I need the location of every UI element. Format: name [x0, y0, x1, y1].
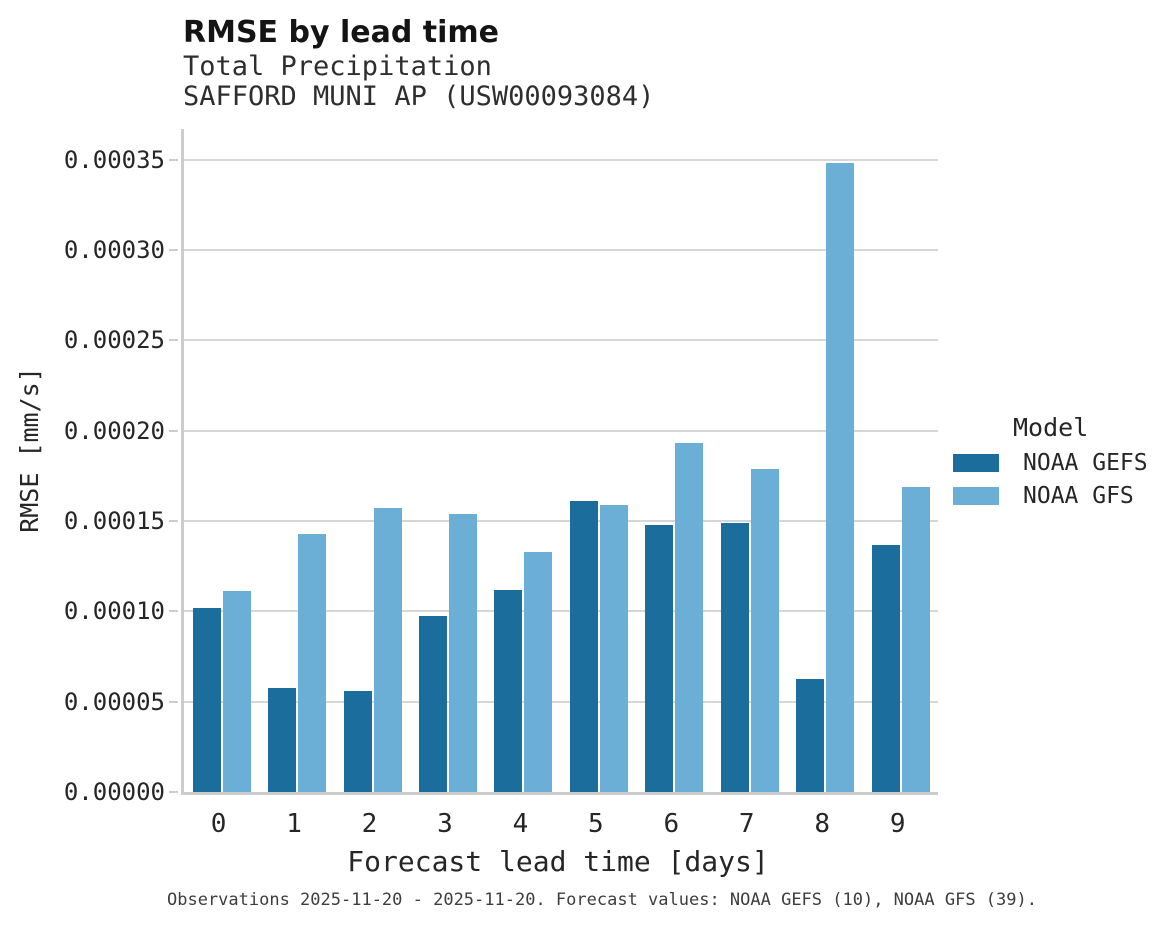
bar-noaa-gfs-day-2	[373, 508, 402, 792]
y-axis-tick	[169, 249, 178, 252]
bar-noaa-gefs-day-8	[796, 679, 825, 792]
y-axis-tick	[169, 158, 178, 161]
legend-swatch-noaa-gfs	[953, 487, 999, 505]
bar-noaa-gfs-day-6	[675, 443, 704, 792]
gridline	[184, 520, 938, 523]
y-tick-label: 0.00005	[63, 687, 165, 716]
footer-caption: Observations 2025-11-20 - 2025-11-20. Fo…	[167, 890, 1037, 910]
bar-noaa-gfs-day-9	[901, 486, 930, 792]
bar-noaa-gfs-day-1	[298, 533, 327, 792]
chart-title: RMSE by lead time	[183, 15, 499, 50]
bar-noaa-gfs-day-5	[599, 504, 628, 792]
gridline	[184, 700, 938, 703]
x-tick-label: 7	[738, 809, 755, 839]
bar-noaa-gefs-day-1	[268, 688, 297, 792]
bar-noaa-gefs-day-3	[418, 615, 447, 792]
bar-noaa-gefs-day-0	[192, 607, 221, 792]
x-axis-label: Forecast lead time [days]	[347, 845, 769, 878]
y-axis-tick	[169, 429, 178, 432]
y-axis-tick	[169, 610, 178, 613]
y-tick-label: 0.00025	[63, 326, 165, 355]
x-tick-label: 8	[814, 809, 831, 839]
bar-noaa-gfs-day-8	[826, 163, 855, 792]
bar-noaa-gefs-day-9	[871, 544, 900, 792]
legend-label: NOAA GFS	[1023, 483, 1134, 509]
y-tick-label: 0.00000	[63, 778, 165, 806]
x-tick-label: 5	[588, 809, 604, 839]
x-tick-label: 4	[512, 809, 529, 839]
bar-noaa-gfs-day-4	[524, 551, 553, 792]
gridline	[184, 158, 938, 161]
x-tick-label: 3	[437, 809, 453, 839]
y-axis-tick	[169, 339, 178, 342]
plot-area	[181, 129, 938, 795]
legend-swatch-noaa-gefs	[953, 454, 999, 472]
chart-subtitle-station: SAFFORD MUNI AP (USW00093084)	[183, 81, 655, 112]
x-tick-label: 0	[210, 809, 227, 839]
x-tick-label: 1	[286, 809, 302, 839]
x-tick-label: 2	[361, 809, 378, 839]
bar-noaa-gfs-day-3	[448, 513, 477, 792]
legend-title: Model	[1013, 413, 1089, 442]
y-axis-tick	[169, 700, 178, 703]
gridline	[184, 249, 938, 252]
x-tick-label: 6	[663, 809, 680, 839]
chart-subtitle-variable: Total Precipitation	[183, 51, 492, 82]
chart-header: RMSE by lead time Total Precipitation SA…	[183, 14, 654, 112]
bar-noaa-gefs-day-7	[720, 522, 749, 792]
bar-noaa-gfs-day-0	[222, 591, 251, 792]
y-axis-tick	[169, 520, 178, 523]
bar-noaa-gfs-day-7	[750, 468, 779, 792]
y-tick-label: 0.00015	[63, 507, 165, 536]
gridline	[184, 339, 938, 342]
gridline	[184, 610, 938, 613]
y-axis-tick	[169, 791, 178, 793]
legend-label: NOAA GEFS	[1023, 450, 1148, 476]
y-axis-label: RMSE [mm/s]	[15, 367, 44, 533]
y-tick-label: 0.00035	[63, 145, 165, 174]
x-tick-label: 9	[889, 809, 906, 839]
y-tick-label: 0.00020	[63, 416, 165, 445]
bar-noaa-gefs-day-4	[494, 589, 523, 792]
y-tick-label: 0.00010	[63, 597, 165, 626]
y-tick-label: 0.00030	[63, 236, 165, 265]
bar-noaa-gefs-day-5	[569, 501, 598, 792]
bar-noaa-gefs-day-6	[645, 524, 674, 792]
gridline	[184, 429, 938, 432]
bar-noaa-gefs-day-2	[343, 690, 372, 792]
